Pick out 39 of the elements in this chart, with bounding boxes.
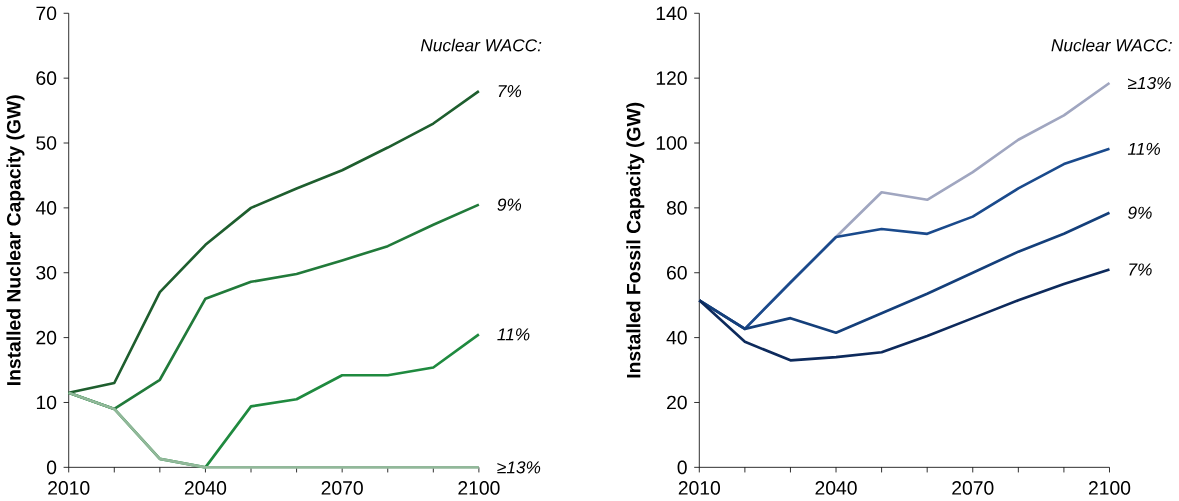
y-tick-label: 10 [36, 395, 57, 410]
y-tick-label: 20 [667, 395, 687, 410]
y-tick-label: 140 [656, 6, 687, 20]
series-label: 9% [497, 198, 522, 211]
y-tick-label: 100 [656, 136, 687, 150]
x-tick-label: 2010 [48, 481, 90, 495]
series-label: ≥13% [497, 461, 541, 474]
series-label: 11% [497, 328, 530, 341]
x-tick-label: 2070 [952, 481, 994, 495]
y-axis-title: Installed Fossil Capacity (GW) [626, 102, 645, 378]
y-tick-label: 0 [46, 460, 57, 475]
line-series [67, 89, 481, 394]
y-tick-label: 80 [666, 200, 687, 215]
y-tick-label: 40 [35, 200, 57, 215]
y-tick-label: 40 [666, 330, 687, 345]
series-label: ≥13% [1127, 76, 1171, 90]
series-label: 7% [498, 84, 522, 98]
annotation: Nuclear WACC: [1051, 38, 1172, 52]
series-label: 7% [1129, 263, 1152, 276]
y-tick-label: 60 [36, 71, 57, 85]
line-series [697, 268, 1111, 362]
y-tick-label: 0 [677, 460, 687, 475]
y-tick-label: 70 [36, 6, 57, 21]
series-label: 11% [1127, 142, 1161, 155]
y-tick-label: 120 [656, 71, 687, 85]
line-series [697, 211, 1111, 334]
x-tick-label: 2100 [458, 481, 500, 495]
y-axis-title: Installed Nuclear Capacity (GW) [6, 95, 25, 385]
x-tick-label: 2040 [184, 481, 227, 495]
y-tick-label: 30 [36, 265, 57, 280]
x-tick-label: 2070 [321, 481, 363, 495]
annotation: Nuclear WACC: [420, 38, 542, 52]
series-label: 9% [1128, 206, 1152, 219]
y-tick-label: 60 [667, 265, 687, 280]
y-tick-label: 20 [36, 330, 57, 345]
x-tick-label: 2040 [815, 481, 857, 495]
x-tick-label: 2100 [1088, 481, 1131, 495]
y-tick-label: 50 [36, 136, 57, 150]
x-tick-label: 2010 [678, 481, 721, 495]
